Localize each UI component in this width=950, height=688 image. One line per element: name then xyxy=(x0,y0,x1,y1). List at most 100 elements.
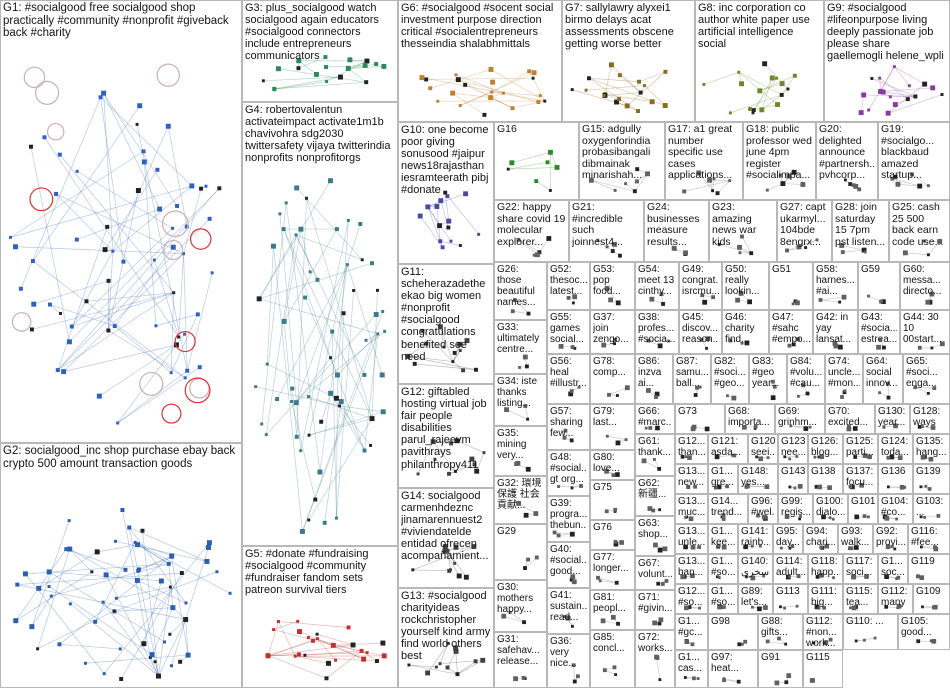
edge xyxy=(113,610,165,643)
group-network-g121 xyxy=(714,453,737,460)
vertex xyxy=(93,619,98,624)
edge xyxy=(86,292,174,302)
vertex xyxy=(711,295,715,300)
group-box-g13a: G13... new... xyxy=(675,464,708,494)
edge xyxy=(597,577,617,584)
vertex xyxy=(90,570,94,574)
vertex xyxy=(798,517,802,521)
edge xyxy=(283,229,302,322)
group-box-g40: G40: #social... good... xyxy=(547,542,590,588)
vertex xyxy=(438,198,444,204)
vertex xyxy=(916,574,920,579)
vertex xyxy=(788,457,792,461)
group-box-g120: G120: seei... xyxy=(748,434,778,464)
group-network-g56 xyxy=(568,385,581,397)
edge xyxy=(71,251,114,327)
group-box-g80: G80: love... xyxy=(590,450,635,480)
edge xyxy=(326,65,366,68)
vertex xyxy=(523,512,529,518)
vertex xyxy=(692,676,696,681)
group-box-g94: G94: chari... xyxy=(803,524,838,554)
vertex xyxy=(335,372,340,378)
vertex xyxy=(571,624,574,628)
vertex xyxy=(779,605,782,609)
vertex xyxy=(903,485,907,489)
vertex xyxy=(612,241,617,247)
group-network-g109 xyxy=(921,604,938,610)
edge xyxy=(10,151,144,238)
group-box-g23: G23: amazing news war kids xyxy=(709,200,777,262)
edge xyxy=(259,298,378,335)
edge xyxy=(447,550,456,564)
vertex xyxy=(688,516,694,522)
vertex xyxy=(54,191,59,196)
vertex xyxy=(660,582,665,586)
vertex xyxy=(905,97,910,102)
vertex xyxy=(818,298,823,302)
edge xyxy=(509,612,525,623)
group-network-g33 xyxy=(518,354,529,369)
group-network-g98 xyxy=(737,639,748,647)
self-loop xyxy=(156,63,180,87)
group-box-g14x: G14... trend... xyxy=(708,494,748,524)
vertex xyxy=(839,243,845,248)
edge xyxy=(894,66,910,86)
group-box-g28: G28: join saturday 15 7pm pst listen... xyxy=(832,200,889,262)
group-network-g89 xyxy=(750,605,768,612)
edge xyxy=(490,69,545,102)
vertex xyxy=(358,221,363,226)
vertex xyxy=(919,575,925,580)
edge xyxy=(276,264,348,400)
vertex xyxy=(380,409,386,415)
vertex xyxy=(740,341,744,345)
edge xyxy=(879,77,909,100)
vertex xyxy=(584,88,588,92)
group-network-g8 xyxy=(702,61,797,115)
vertex xyxy=(307,518,311,522)
edge xyxy=(63,344,177,372)
vertex xyxy=(447,471,451,476)
edge xyxy=(508,167,558,170)
vertex xyxy=(775,102,780,108)
vertex xyxy=(624,182,628,186)
vertex xyxy=(617,253,622,258)
vertex xyxy=(613,539,618,544)
vertex xyxy=(405,353,411,359)
vertex xyxy=(453,648,459,654)
vertex xyxy=(206,540,212,546)
group-box-g93: G93: walk... xyxy=(838,524,873,554)
vertex xyxy=(510,309,515,314)
vertex xyxy=(118,647,122,651)
vertex xyxy=(165,123,171,129)
vertex xyxy=(319,419,324,424)
vertex xyxy=(106,328,111,333)
edge xyxy=(798,239,818,248)
vertex xyxy=(436,99,440,103)
edge xyxy=(266,246,274,365)
vertex xyxy=(303,653,307,657)
vertex xyxy=(364,58,370,64)
edge xyxy=(267,621,279,656)
vertex xyxy=(813,455,817,459)
edge xyxy=(532,78,546,102)
vertex xyxy=(265,362,269,366)
vertex xyxy=(793,486,797,490)
vertex xyxy=(554,164,560,170)
vertex xyxy=(105,224,110,229)
edge xyxy=(347,264,383,376)
edge xyxy=(308,264,348,436)
vertex xyxy=(438,239,443,244)
vertex xyxy=(482,451,486,455)
edge xyxy=(456,440,485,453)
edge xyxy=(880,87,933,92)
vertex xyxy=(296,66,301,71)
vertex xyxy=(814,604,820,610)
edge xyxy=(452,350,461,362)
group-network-g52 xyxy=(566,294,578,305)
vertex xyxy=(861,247,867,253)
vertex xyxy=(933,545,937,549)
vertex xyxy=(182,252,186,256)
edge xyxy=(295,234,363,261)
vertex xyxy=(170,664,173,668)
edge xyxy=(57,188,220,371)
